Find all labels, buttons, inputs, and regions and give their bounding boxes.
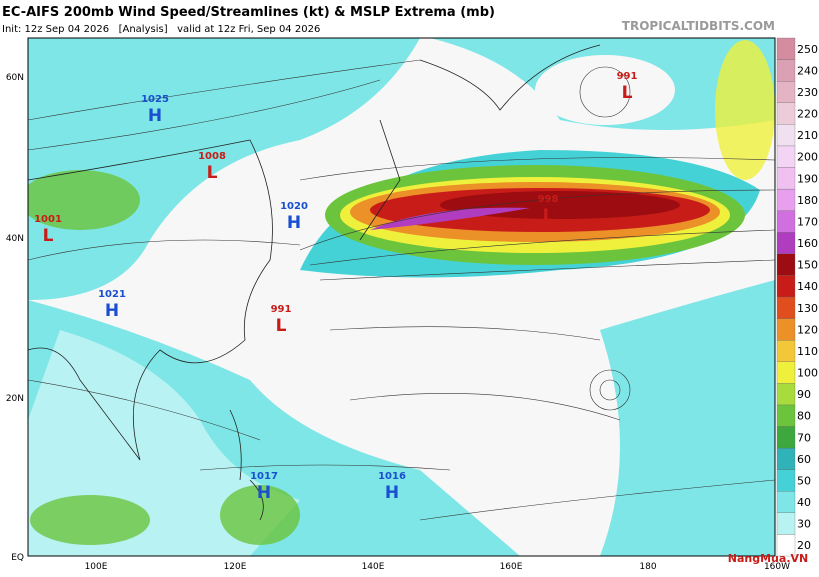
- colorbar-label: 140: [797, 280, 818, 293]
- pressure-kind: H: [148, 106, 162, 126]
- pressure-value: 991: [271, 304, 292, 315]
- pressure-value: 1001: [34, 214, 62, 225]
- colorbar-segment: [776, 404, 796, 427]
- map-subtitle: Init: 12z Sep 04 2026 [Analysis] valid a…: [2, 24, 320, 35]
- colorbar-segment: [776, 318, 796, 341]
- colorbar-segment: [776, 210, 796, 233]
- colorbar-segment: [776, 37, 796, 60]
- colorbar-label: 60: [797, 453, 811, 466]
- colorbar-segment: [776, 469, 796, 492]
- colorbar-segment: [776, 124, 796, 147]
- colorbar-segment: [776, 167, 796, 190]
- colorbar-label: 80: [797, 410, 811, 423]
- colorbar-label: 130: [797, 302, 818, 315]
- pressure-kind: H: [105, 301, 119, 321]
- colorbar-label: 50: [797, 474, 811, 487]
- colorbar-label: 20: [797, 539, 811, 552]
- colorbar-segment: [776, 296, 796, 319]
- colorbar-label: 40: [797, 496, 811, 509]
- colorbar-segment: [776, 145, 796, 168]
- pressure-kind: H: [257, 483, 271, 503]
- wind-field: [30, 495, 150, 545]
- colorbar-label: 250: [797, 43, 818, 56]
- colorbar-label: 150: [797, 259, 818, 272]
- site-name: TROPICALTIDBITS.COM: [622, 19, 775, 33]
- pressure-value: 1017: [250, 471, 278, 482]
- colorbar-segment: [776, 188, 796, 211]
- longitude-label: 160E: [500, 562, 523, 572]
- longitude-label: 100E: [85, 562, 108, 572]
- pressure-value: 1008: [198, 151, 226, 162]
- colorbar-label: 30: [797, 518, 811, 531]
- colorbar-label: 220: [797, 108, 818, 121]
- watermark: NangMua.VN: [728, 552, 808, 565]
- colorbar-label: 210: [797, 129, 818, 142]
- colorbar-segment: [776, 447, 796, 470]
- pressure-kind: L: [622, 83, 633, 103]
- pressure-kind: H: [385, 483, 399, 503]
- wind-field: [220, 485, 300, 545]
- colorbar-label: 160: [797, 237, 818, 250]
- colorbar-segment: [776, 340, 796, 362]
- pressure-kind: L: [43, 226, 54, 246]
- pressure-value: 1021: [98, 289, 126, 300]
- streamlines: [28, 59, 775, 521]
- colorbar-segment: [776, 232, 796, 254]
- latitude-label: EQ: [11, 553, 24, 563]
- latitude-label: 20N: [6, 394, 24, 404]
- wind-field: [600, 280, 775, 556]
- pressure-value: 1016: [378, 471, 406, 482]
- jet-field: [715, 40, 775, 180]
- pressure-kind: L: [207, 163, 218, 183]
- colorbar-segment: [776, 491, 796, 513]
- colorbar-label: 200: [797, 151, 818, 164]
- colorbar-segment: [776, 426, 796, 449]
- colorbar-label: 110: [797, 345, 818, 358]
- colorbar-segment: [776, 253, 796, 276]
- colorbar-label: 120: [797, 323, 818, 336]
- longitude-label: 160W: [764, 562, 790, 572]
- colorbar-segment: [776, 383, 796, 406]
- pressure-kind: L: [276, 316, 287, 336]
- map-title: EC-AIFS 200mb Wind Speed/Streamlines (kt…: [2, 5, 495, 20]
- pressure-kind: L: [543, 206, 554, 226]
- colorbar-label: 240: [797, 64, 818, 77]
- longitude-label: 120E: [224, 562, 247, 572]
- wind-field: [28, 170, 140, 230]
- colorbar-segment: [776, 59, 796, 82]
- pressure-value: 998: [538, 194, 559, 205]
- coastlines: [28, 44, 601, 521]
- pressure-value: 991: [617, 71, 638, 82]
- longitude-label: 180: [639, 562, 656, 572]
- map-frame: [27, 37, 776, 557]
- colorbar-label: 180: [797, 194, 818, 207]
- colorbar-segment: [776, 275, 796, 298]
- latitude-label: 60N: [6, 73, 24, 83]
- colorbar-segment: [776, 512, 796, 535]
- colorbar-segment: [776, 102, 796, 125]
- colorbar-label: 70: [797, 431, 811, 444]
- jet-core: [370, 207, 530, 230]
- pressure-value: 1025: [141, 94, 169, 105]
- colorbar-label: 190: [797, 172, 818, 185]
- pressure-kind: H: [287, 213, 301, 233]
- colorbar-label: 90: [797, 388, 811, 401]
- colorbar-label: 170: [797, 215, 818, 228]
- colorbar-segment: [776, 361, 796, 384]
- longitude-label: 140E: [362, 562, 385, 572]
- colorbar-label: 230: [797, 86, 818, 99]
- colorbar-label: 100: [797, 367, 818, 380]
- pressure-value: 1020: [280, 201, 308, 212]
- latitude-label: 40N: [6, 234, 24, 244]
- calm-area: [535, 55, 675, 125]
- colorbar-segment: [776, 81, 796, 103]
- map-field: [28, 38, 775, 556]
